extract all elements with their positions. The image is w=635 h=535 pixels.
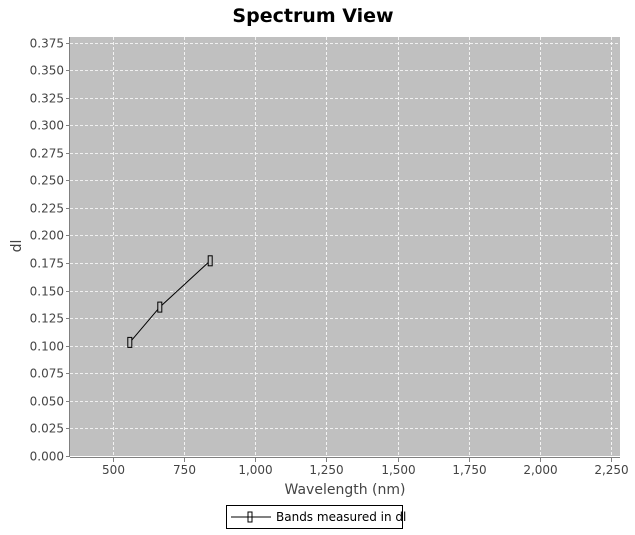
legend: Bands measured in dl bbox=[226, 505, 406, 529]
data-point-marker bbox=[207, 255, 213, 267]
data-point-marker bbox=[157, 301, 163, 313]
y-tick-label: 0.175 bbox=[30, 257, 64, 271]
y-tick-label: 0.050 bbox=[30, 395, 64, 409]
x-tick-label: 1,250 bbox=[309, 463, 343, 477]
x-axis-ticks: 500 750 1,000 1,250 1,500 1,750 2,000 2,250 bbox=[102, 458, 629, 477]
x-tick-label: 1,750 bbox=[452, 463, 486, 477]
data-point-marker bbox=[127, 336, 133, 348]
x-axis-label: Wavelength (nm) bbox=[285, 482, 406, 498]
x-tick-label: 750 bbox=[173, 463, 196, 477]
y-tick-label: 0.350 bbox=[30, 64, 64, 78]
x-tick-label: 2,000 bbox=[523, 463, 557, 477]
y-tick-label: 0.025 bbox=[30, 422, 64, 436]
y-tick-label: 0.125 bbox=[30, 312, 64, 326]
y-axis-label: dl bbox=[9, 240, 25, 253]
y-tick-label: 0.200 bbox=[30, 229, 64, 243]
x-tick-label: 500 bbox=[102, 463, 125, 477]
series-layer bbox=[127, 255, 213, 348]
y-tick-label: 0.375 bbox=[30, 37, 64, 51]
y-tick-label: 0.250 bbox=[30, 174, 64, 188]
y-tick-label: 0.075 bbox=[30, 367, 64, 381]
chart-title: Spectrum View bbox=[232, 5, 393, 27]
y-tick-label: 0.325 bbox=[30, 92, 64, 106]
x-tick-label: 1,500 bbox=[381, 463, 415, 477]
legend-box bbox=[226, 505, 403, 529]
legend-marker-icon bbox=[247, 511, 253, 523]
y-tick-label: 0.150 bbox=[30, 285, 64, 299]
legend-label: Bands measured in dl bbox=[276, 510, 406, 524]
x-tick-label: 1,000 bbox=[238, 463, 272, 477]
plot-area bbox=[70, 37, 620, 456]
y-axis-ticks: 0.000 0.025 0.050 0.075 0.100 0.125 0.150 0.175… bbox=[30, 37, 70, 464]
y-tick-label: 0.300 bbox=[30, 119, 64, 133]
y-tick-label: 0.225 bbox=[30, 202, 64, 216]
y-tick-label: 0.000 bbox=[30, 450, 64, 464]
y-tick-label: 0.100 bbox=[30, 340, 64, 354]
x-tick-label: 2,250 bbox=[594, 463, 628, 477]
y-tick-label: 0.275 bbox=[30, 147, 64, 161]
gridlines bbox=[70, 37, 620, 457]
